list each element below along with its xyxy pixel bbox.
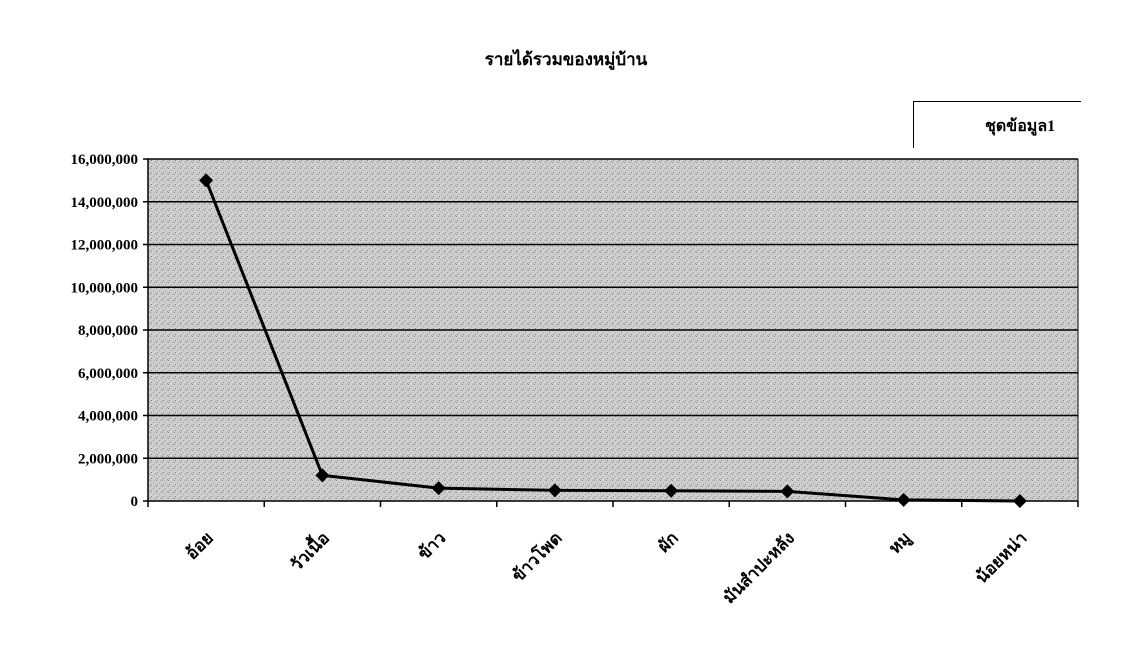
y-tick-label: 8,000,000 [78,323,138,339]
data-point-marker [199,173,214,188]
x-tick-label: วัวเนื้อ [284,526,333,575]
x-tick-label: มันสำปะหลัง [719,528,798,607]
x-tick-label: ผัก [654,528,682,556]
data-point-marker [547,483,562,498]
x-tick-label: ข้าว [414,528,449,563]
y-tick-label: 10,000,000 [71,280,139,296]
data-point-marker [780,484,795,499]
x-tick-label: อ้อย [182,528,217,563]
y-tick-label: 2,000,000 [78,451,138,467]
y-tick-label: 14,000,000 [71,195,139,211]
x-tick-label: หมู [885,528,916,559]
y-tick-label: 4,000,000 [78,409,138,425]
y-tick-label: 16,000,000 [71,152,139,168]
y-tick-label: 12,000,000 [71,238,139,254]
x-tick-label: ข้าวโพด [508,528,566,586]
data-point-marker [1012,494,1027,508]
legend-label: ชุดข้อมูล1 [985,118,1056,135]
data-point-marker [664,483,679,498]
data-point-marker [896,492,911,507]
data-point-marker [315,468,330,483]
chart-title: รายได้รวมของหมู่บ้าน [484,50,648,69]
data-point-marker [431,481,446,496]
y-tick-label: 6,000,000 [78,366,138,382]
y-tick-label: 0 [131,494,139,510]
legend-box [913,101,1081,148]
series-line [204,179,1020,503]
x-tick-label: น้อยหน่า [972,528,1031,587]
